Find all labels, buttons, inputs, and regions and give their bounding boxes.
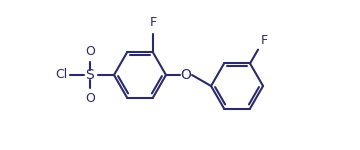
Text: O: O — [85, 92, 95, 105]
Text: S: S — [86, 68, 94, 82]
Text: O: O — [85, 45, 95, 58]
Text: Cl: Cl — [56, 69, 68, 81]
Text: O: O — [181, 68, 192, 82]
Text: F: F — [149, 16, 157, 30]
Text: F: F — [261, 34, 268, 47]
